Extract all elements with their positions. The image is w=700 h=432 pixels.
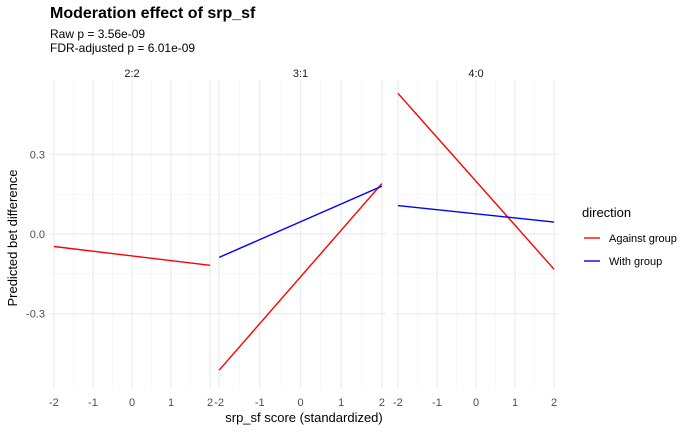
facet-label: 4:0 xyxy=(468,68,483,80)
series-line-against-group xyxy=(53,245,211,266)
x-tick-label: -1 xyxy=(88,397,98,409)
facet-label: 3:1 xyxy=(293,68,308,80)
x-tick-label: 1 xyxy=(168,397,174,409)
x-tick-label: -2 xyxy=(49,397,59,409)
x-tick-label: 0 xyxy=(129,397,135,409)
x-tick-label: 0 xyxy=(297,397,303,409)
facet-label: 2:2 xyxy=(124,68,139,80)
x-axis-title: srp_sf score (standardized) xyxy=(225,410,383,425)
x-tick-label: 1 xyxy=(512,397,518,409)
chart-subtitle-raw-p: Raw p = 3.56e-09 xyxy=(50,27,146,41)
x-tick-label: 2 xyxy=(207,397,213,409)
series-line-against-group xyxy=(397,92,555,270)
x-tick-label: -1 xyxy=(432,397,442,409)
series-line-with-group xyxy=(397,204,555,223)
x-tick-label: 1 xyxy=(338,397,344,409)
x-tick-label: -2 xyxy=(214,397,224,409)
x-tick-label: 0 xyxy=(473,397,479,409)
chart-title: Moderation effect of srp_sf xyxy=(50,5,256,22)
y-tick-label: 0.3 xyxy=(30,149,45,161)
series-line-with-group xyxy=(218,185,383,259)
chart-subtitle-fdr-p: FDR-adjusted p = 6.01e-09 xyxy=(50,41,196,55)
x-tick-label: -1 xyxy=(255,397,265,409)
legend-label: With group xyxy=(609,256,662,268)
series-line-against-group xyxy=(218,183,383,371)
x-tick-label: 2 xyxy=(379,397,385,409)
y-axis-title: Predicted bet difference xyxy=(5,169,20,306)
legend-label: Against group xyxy=(609,233,677,245)
legend-title: direction xyxy=(582,205,631,220)
x-tick-label: -2 xyxy=(393,397,403,409)
x-tick-label: 2 xyxy=(551,397,557,409)
y-tick-label: -0.3 xyxy=(26,309,45,321)
y-tick-label: 0.0 xyxy=(30,229,45,241)
